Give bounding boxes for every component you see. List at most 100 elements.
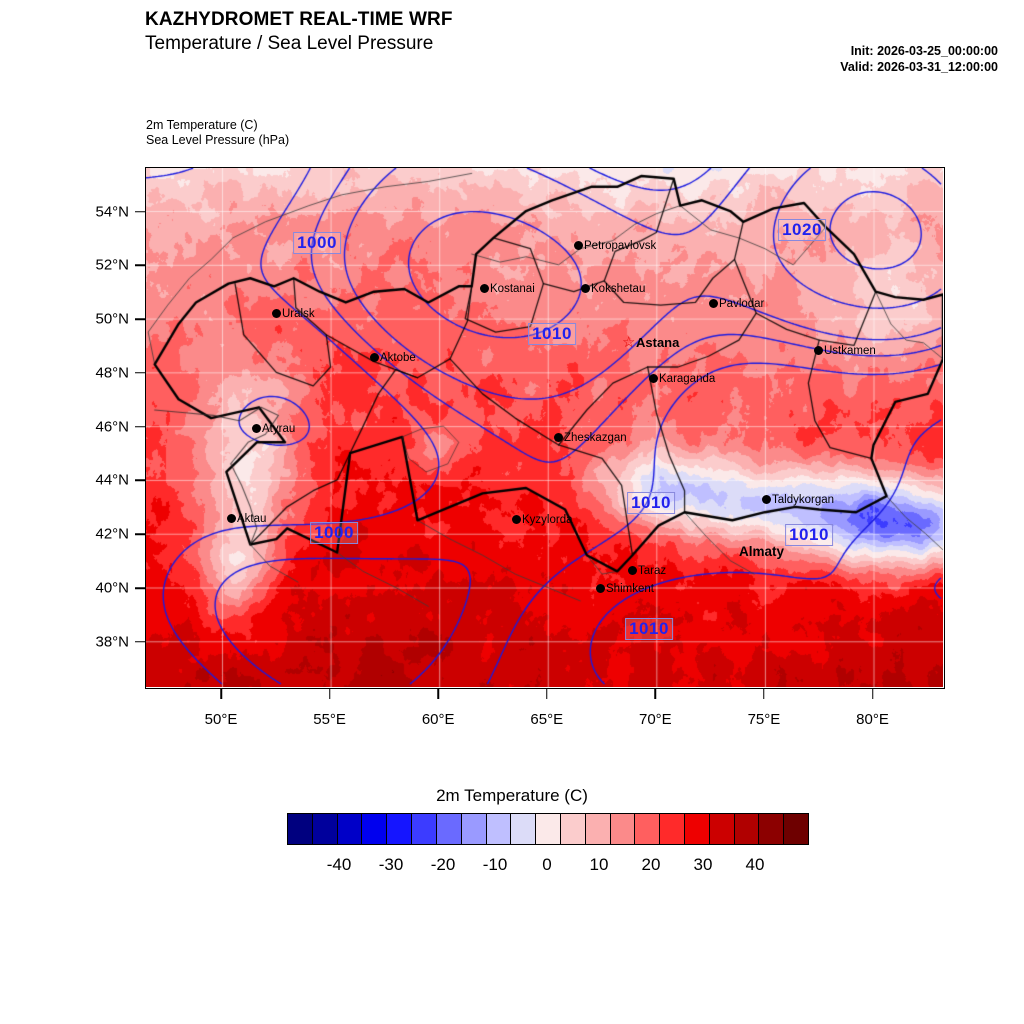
city-marker-almaty[interactable]: Almaty [738, 543, 784, 561]
city-marker-kyzylorda[interactable]: Kyzylorda [512, 511, 573, 529]
colorbar-cell [560, 814, 586, 844]
colorbar-cell [412, 814, 437, 844]
colorbar-tick-label: 10 [589, 855, 609, 874]
longitude-tick-label: 80°E [856, 711, 889, 728]
longitude-tick-mark [654, 689, 657, 699]
city-dot-icon [252, 424, 261, 434]
longitude-tick-label: 75°E [747, 711, 781, 728]
city-dot-icon [814, 346, 823, 356]
latitude-tick-mark [135, 372, 145, 374]
field-label-temperature: 2m Temperature (C) [146, 118, 258, 132]
valid-time: Valid: 2026-03-31_12:00:00 [840, 60, 998, 74]
colorbar-cell [660, 814, 685, 844]
city-label: Petropavlovsk [584, 239, 657, 252]
colorbar-cell [436, 814, 462, 844]
city-marker-aktau[interactable]: Aktau [227, 510, 266, 528]
city-marker-karaganda[interactable]: Karaganda [649, 370, 715, 388]
field-labels: 2m Temperature (C) Sea Level Pressure (h… [146, 118, 289, 148]
colorbar-tick-label: -40 [326, 855, 352, 874]
colorbar-cell [635, 814, 661, 844]
city-marker-taldykorgan[interactable]: Taldykorgan [762, 491, 834, 509]
colorbar-cell [585, 814, 611, 844]
isobar-label: 1000 [293, 232, 341, 254]
city-label: Zheskazgan [564, 431, 627, 444]
city-label: Kyzylorda [522, 513, 573, 526]
longitude-tick-label: 70°E [638, 711, 672, 728]
city-dot-icon [581, 284, 590, 294]
capital-star-icon: ☆ [622, 334, 636, 352]
latitude-tick-mark [135, 587, 145, 589]
city-marker-taraz[interactable]: Taraz [628, 562, 666, 580]
city-dot-icon [574, 241, 583, 251]
longitude-axis: 50°E 55°E 60°E 65°E 70°E 75°E 80°E [145, 689, 945, 739]
colorbar-cell [709, 814, 735, 844]
city-dot-icon [649, 374, 658, 384]
city-label: Kostanai [490, 282, 535, 295]
city-dot-icon [709, 299, 718, 309]
colorbar[interactable] [287, 813, 809, 845]
colorbar-tick-label: 0 [542, 855, 552, 874]
longitude-tick-mark [220, 689, 222, 699]
city-dot-icon [512, 515, 521, 525]
colorbar-cell [387, 814, 413, 844]
longitude-tick-mark [763, 689, 765, 699]
latitude-tick-label: 38°N [95, 633, 129, 651]
city-marker-zheskazgan[interactable]: Zheskazgan [554, 429, 627, 447]
colorbar-cell [734, 814, 760, 844]
city-marker-pavlodar[interactable]: Pavlodar [709, 295, 764, 313]
longitude-tick-mark [437, 689, 439, 699]
colorbar-cell [337, 814, 363, 844]
city-marker-petropavlovsk[interactable]: Petropavlovsk [574, 237, 656, 255]
city-marker-kokshetau[interactable]: Kokshetau [581, 280, 645, 298]
latitude-tick-label: 40°N [95, 579, 129, 597]
city-marker-shimkent[interactable]: Shimkent [596, 580, 654, 598]
field-label-pressure: Sea Level Pressure (hPa) [146, 133, 290, 147]
latitude-tick-label: 52°N [95, 256, 129, 274]
latitude-tick-mark [135, 425, 145, 428]
latitude-axis: 54°N 52°N 50°N 48°N 46°N 44°N 42°N 40°N 38°N [60, 167, 145, 689]
city-label: Kokshetau [591, 282, 646, 295]
city-label: Uralsk [282, 307, 315, 320]
colorbar-cell [784, 814, 809, 844]
city-marker-atyrau[interactable]: Atyrau [252, 420, 295, 438]
colorbar-tick-label: -10 [482, 855, 508, 874]
city-label: Aktau [237, 512, 267, 525]
city-marker-aktobe[interactable]: Aktobe [370, 349, 416, 367]
city-label: Karaganda [659, 372, 716, 385]
isobar-label: 1010 [785, 524, 833, 546]
temperature-field [146, 168, 943, 687]
city-dot-icon [227, 514, 236, 524]
model-run-info: Init: 2026-03-25_00:00:00 Valid: 2026-03… [700, 43, 1010, 75]
colorbar-cell [486, 814, 512, 844]
colorbar-cell [610, 814, 636, 844]
city-label: Almaty [739, 544, 785, 560]
city-label: Taldykorgan [772, 493, 835, 506]
colorbar-title: 2m Temperature (C) [436, 786, 588, 805]
city-dot-icon [370, 353, 379, 363]
city-label: Ustkamen [824, 344, 876, 357]
isobar-label: 1000 [310, 522, 358, 544]
latitude-tick-label: 48°N [95, 364, 129, 382]
isobar-label: 1020 [778, 219, 826, 241]
weather-map[interactable]: Petropavlovsk Kostanai Kokshetau Pavlodar Ur… [145, 167, 945, 689]
city-marker-uralsk[interactable]: Uralsk [272, 305, 315, 323]
city-label: Pavlodar [719, 297, 765, 310]
title-main: KAZHYDROMET REAL-TIME WRF [145, 9, 453, 30]
city-label: Atyrau [262, 422, 296, 435]
colorbar-cell [511, 814, 537, 844]
isobar-label: 1010 [528, 323, 576, 345]
city-marker-astana[interactable]: ☆Astana [622, 334, 679, 352]
latitude-tick-label: 42°N [95, 525, 129, 543]
isobar-label: 1010 [627, 492, 675, 514]
city-label: Taraz [638, 564, 667, 577]
longitude-tick-mark [871, 689, 874, 699]
city-dot-icon [762, 495, 771, 505]
city-marker-kostanai[interactable]: Kostanai [480, 280, 535, 298]
latitude-tick-label: 46°N [95, 418, 129, 436]
colorbar-cell [536, 814, 561, 844]
colorbar-cell [312, 814, 338, 844]
latitude-tick-label: 50°N [95, 310, 129, 328]
city-marker-ustkamen[interactable]: Ustkamen [814, 342, 876, 360]
latitude-tick-mark [135, 641, 145, 643]
title-subtitle: Temperature / Sea Level Pressure [145, 33, 434, 54]
